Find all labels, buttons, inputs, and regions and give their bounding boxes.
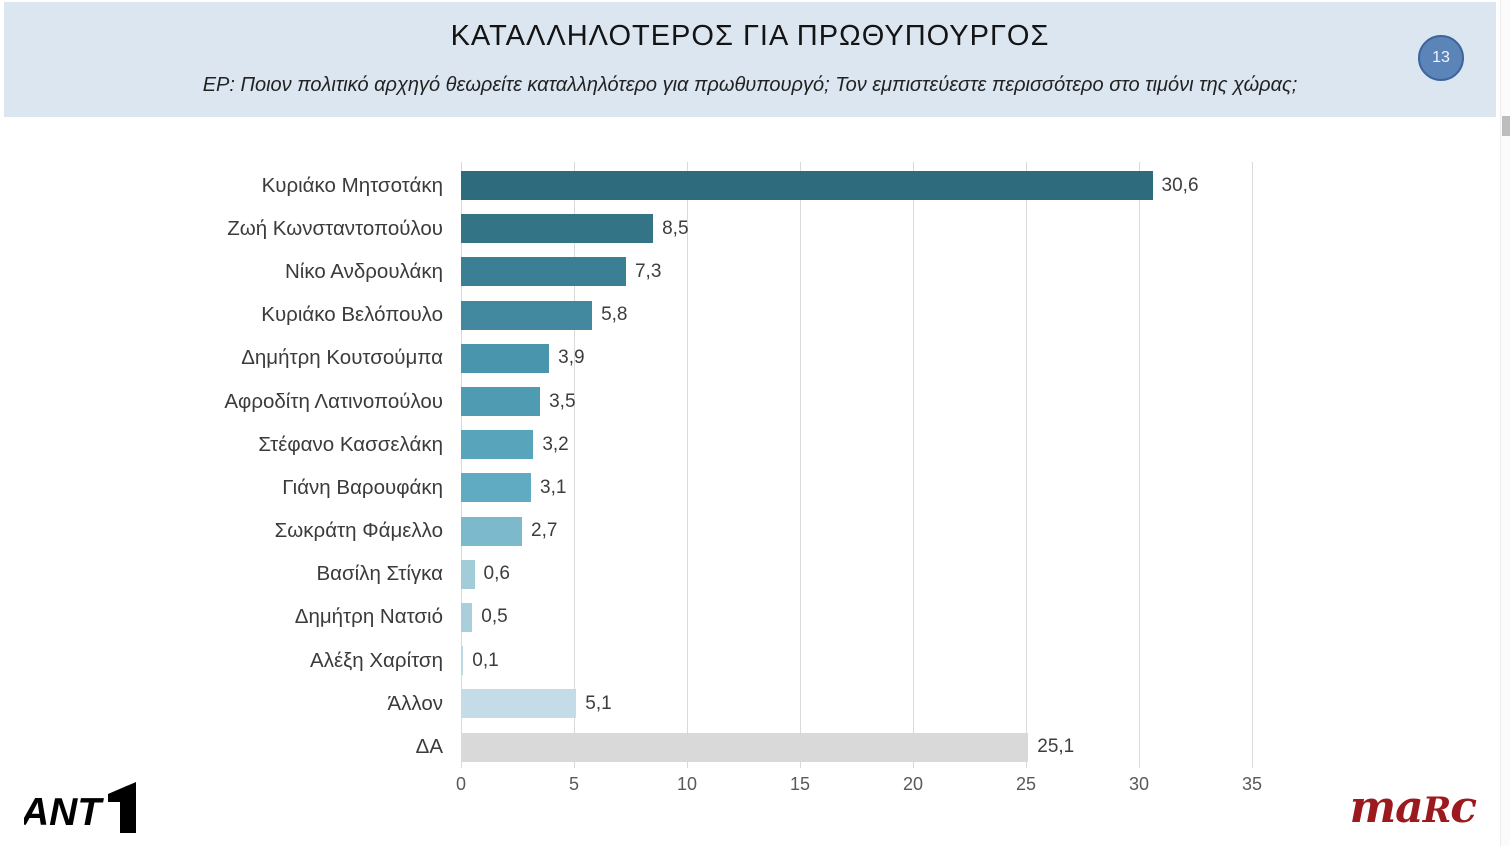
- bar: [461, 300, 593, 330]
- x-tick-label: 5: [568, 774, 580, 794]
- bar-row: Δημήτρη Κουτσούμπα 3,9: [0, 337, 1400, 380]
- category-label: Στέφανο Κασσελάκη: [258, 432, 443, 456]
- marc-logo-c: c: [1450, 782, 1477, 833]
- gridline: [913, 162, 914, 768]
- marc-logo-ma: ma: [1349, 782, 1424, 833]
- value-label: 0,1: [472, 649, 499, 671]
- category-label: Αλέξη Χαρίτση: [310, 648, 443, 672]
- bar: [461, 473, 532, 503]
- page-title: ΚΑΤΑΛΛΗΛΟΤΕΡΟΣ ΓΙΑ ΠΡΩΘΥΠΟΥΡΓΟΣ: [450, 20, 1050, 52]
- page-number-badge: 13: [1418, 35, 1464, 81]
- value-label: 5,8: [601, 304, 628, 326]
- bar: [461, 343, 550, 373]
- bar: [461, 171, 1153, 201]
- bar-row: Δημήτρη Νατσιό 0,5: [0, 596, 1400, 639]
- marc-logo-r: R: [1422, 791, 1451, 831]
- value-label: 25,1: [1037, 736, 1075, 758]
- bar: [461, 430, 534, 460]
- bar-row: Νίκο Ανδρουλάκη 7,3: [0, 250, 1400, 293]
- x-tick-label: 15: [789, 774, 811, 794]
- value-label: 3,9: [558, 347, 585, 369]
- value-label: 3,5: [549, 390, 576, 412]
- bar: [461, 646, 464, 676]
- marc-logo: maRc: [1350, 786, 1477, 831]
- bar: [461, 214, 654, 244]
- x-tick-label: 25: [1015, 774, 1037, 794]
- ant1-logo-graphic: ANT: [20, 782, 136, 834]
- value-label: 0,5: [481, 606, 508, 628]
- category-label: Ζωή Κωνσταντοπούλου: [227, 216, 443, 240]
- bar: [461, 559, 475, 589]
- page-number: 13: [1432, 49, 1450, 66]
- bar-row: Γιάνη Βαρουφάκη 3,1: [0, 466, 1400, 509]
- bar-row: Κυριάκο Μητσοτάκη 30,6: [0, 164, 1400, 207]
- bar-row: Άλλον 5,1: [0, 682, 1400, 725]
- gridline: [1026, 162, 1027, 768]
- category-label: Βασίλη Στίγκα: [316, 562, 443, 586]
- header: ΚΑΤΑΛΛΗΛΟΤΕΡΟΣ ΓΙΑ ΠΡΩΘΥΠΟΥΡΓΟΣ ΕΡ: Ποιο…: [4, 2, 1496, 117]
- ant1-logo: ANT: [20, 778, 144, 836]
- svg-text:ANT: ANT: [24, 791, 104, 834]
- value-label: 3,2: [542, 433, 569, 455]
- bar: [461, 257, 626, 287]
- value-label: 7,3: [634, 260, 662, 282]
- gridlines: [461, 162, 1254, 768]
- bar: [461, 602, 473, 632]
- category-label: Σωκράτη Φάμελλο: [274, 519, 443, 543]
- category-label: Γιάνη Βαρουφάκη: [282, 475, 443, 499]
- gridline: [461, 162, 462, 768]
- value-label: 8,5: [662, 217, 689, 239]
- bar: [461, 732, 1029, 762]
- bar-row: Σωκράτη Φάμελλο 2,7: [0, 510, 1400, 553]
- category-label: Δημήτρη Νατσιό: [294, 605, 443, 629]
- bar: [461, 689, 577, 719]
- category-label: Κυριάκο Βελόπουλο: [261, 303, 443, 327]
- x-axis: 0 5 10 15 20 25 30 35: [456, 774, 1262, 800]
- bar: [461, 516, 523, 546]
- gridline: [1252, 162, 1253, 768]
- gridline: [687, 162, 688, 768]
- bar-rows: Κυριάκο Μητσοτάκη 30,6 Ζωή Κωνσταντοπούλου…: [0, 164, 1400, 769]
- gridline: [800, 162, 801, 768]
- x-tick-label: 35: [1241, 774, 1263, 794]
- value-label: 2,7: [531, 520, 558, 542]
- bar-row: Αλέξη Χαρίτση 0,1: [0, 639, 1400, 682]
- page-subtitle: ΕΡ: Ποιον πολιτικό αρχηγό θεωρείτε καταλ…: [202, 74, 1298, 96]
- bar-row: Βασίλη Στίγκα 0,6: [0, 553, 1400, 596]
- x-tick-label: 30: [1128, 774, 1150, 794]
- gridline: [574, 162, 575, 768]
- bar: [461, 387, 541, 417]
- bar-row: Στέφανο Κασσελάκη 3,2: [0, 423, 1400, 466]
- value-label: 0,6: [483, 563, 510, 585]
- category-label: Αφροδίτη Λατινοπούλου: [224, 389, 443, 413]
- value-label: 3,1: [540, 476, 567, 498]
- gridline: [1139, 162, 1140, 768]
- category-label: Κυριάκο Μητσοτάκη: [261, 173, 443, 197]
- x-tick-label: 10: [676, 774, 698, 794]
- category-label: Νίκο Ανδρουλάκη: [284, 259, 443, 283]
- category-label: Δημήτρη Κουτσούμπα: [241, 346, 443, 370]
- category-label: ΔΑ: [415, 735, 443, 759]
- value-label: 5,1: [585, 692, 612, 714]
- category-label: Άλλον: [387, 691, 443, 715]
- x-tick-label: 20: [902, 774, 924, 794]
- bar-chart: Κυριάκο Μητσοτάκη 30,6 Ζωή Κωνσταντοπούλου…: [0, 160, 1496, 800]
- bar-row: Κυριάκο Βελόπουλο 5,8: [0, 294, 1400, 337]
- x-tick-label: 0: [455, 774, 467, 794]
- bar-row: ΔΑ 25,1: [0, 725, 1400, 768]
- scrollbar-thumb[interactable]: [1502, 116, 1510, 136]
- scrollbar[interactable]: [1500, 0, 1510, 846]
- bar-row: Ζωή Κωνσταντοπούλου 8,5: [0, 207, 1400, 250]
- value-label: 30,6: [1161, 174, 1199, 196]
- bar-row: Αφροδίτη Λατινοπούλου 3,5: [0, 380, 1400, 423]
